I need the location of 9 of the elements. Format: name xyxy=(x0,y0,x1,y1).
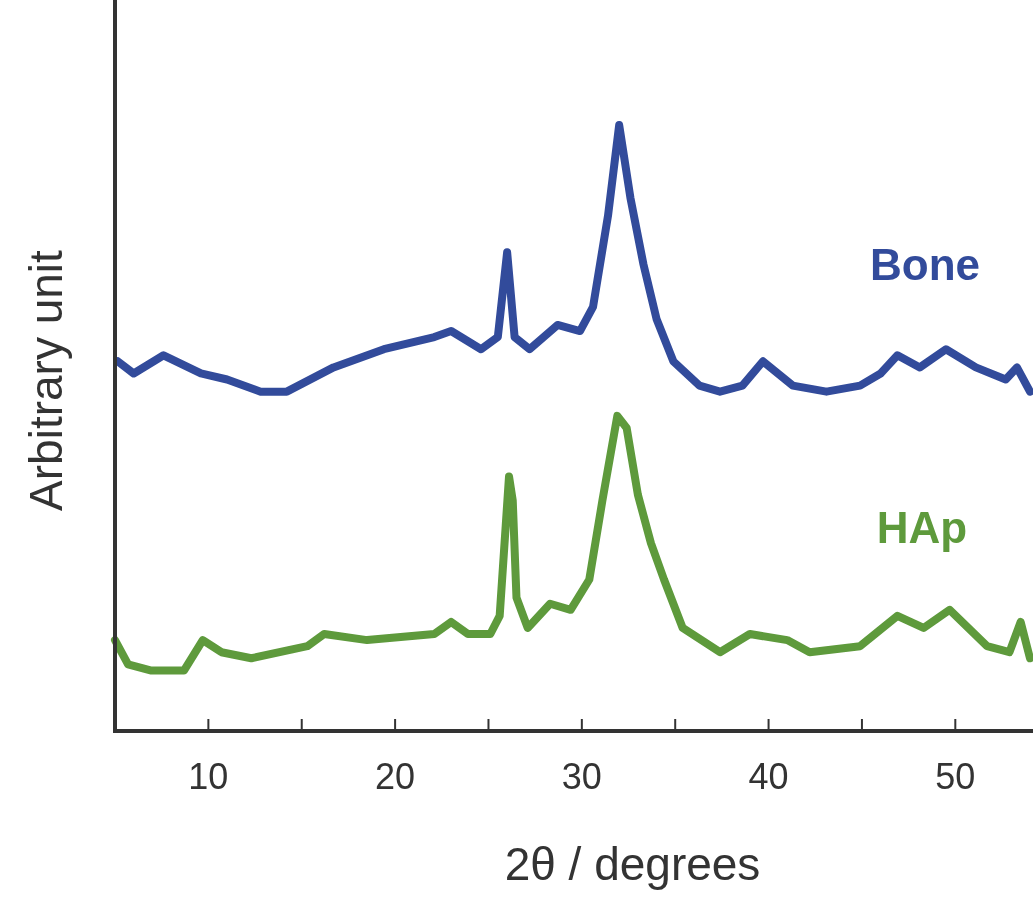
series-label: HAp xyxy=(876,503,968,552)
y-axis-title: Arbitrary unit xyxy=(20,249,72,511)
x-axis-title: 2θ / degrees xyxy=(504,838,761,890)
x-tick-label: 10 xyxy=(188,756,229,797)
x-tick-label: 20 xyxy=(375,756,416,797)
x-tick-label: 50 xyxy=(935,756,976,797)
x-tick-label: 30 xyxy=(561,756,602,797)
x-tick-label: 40 xyxy=(748,756,789,797)
series-label: Bone xyxy=(870,240,980,289)
